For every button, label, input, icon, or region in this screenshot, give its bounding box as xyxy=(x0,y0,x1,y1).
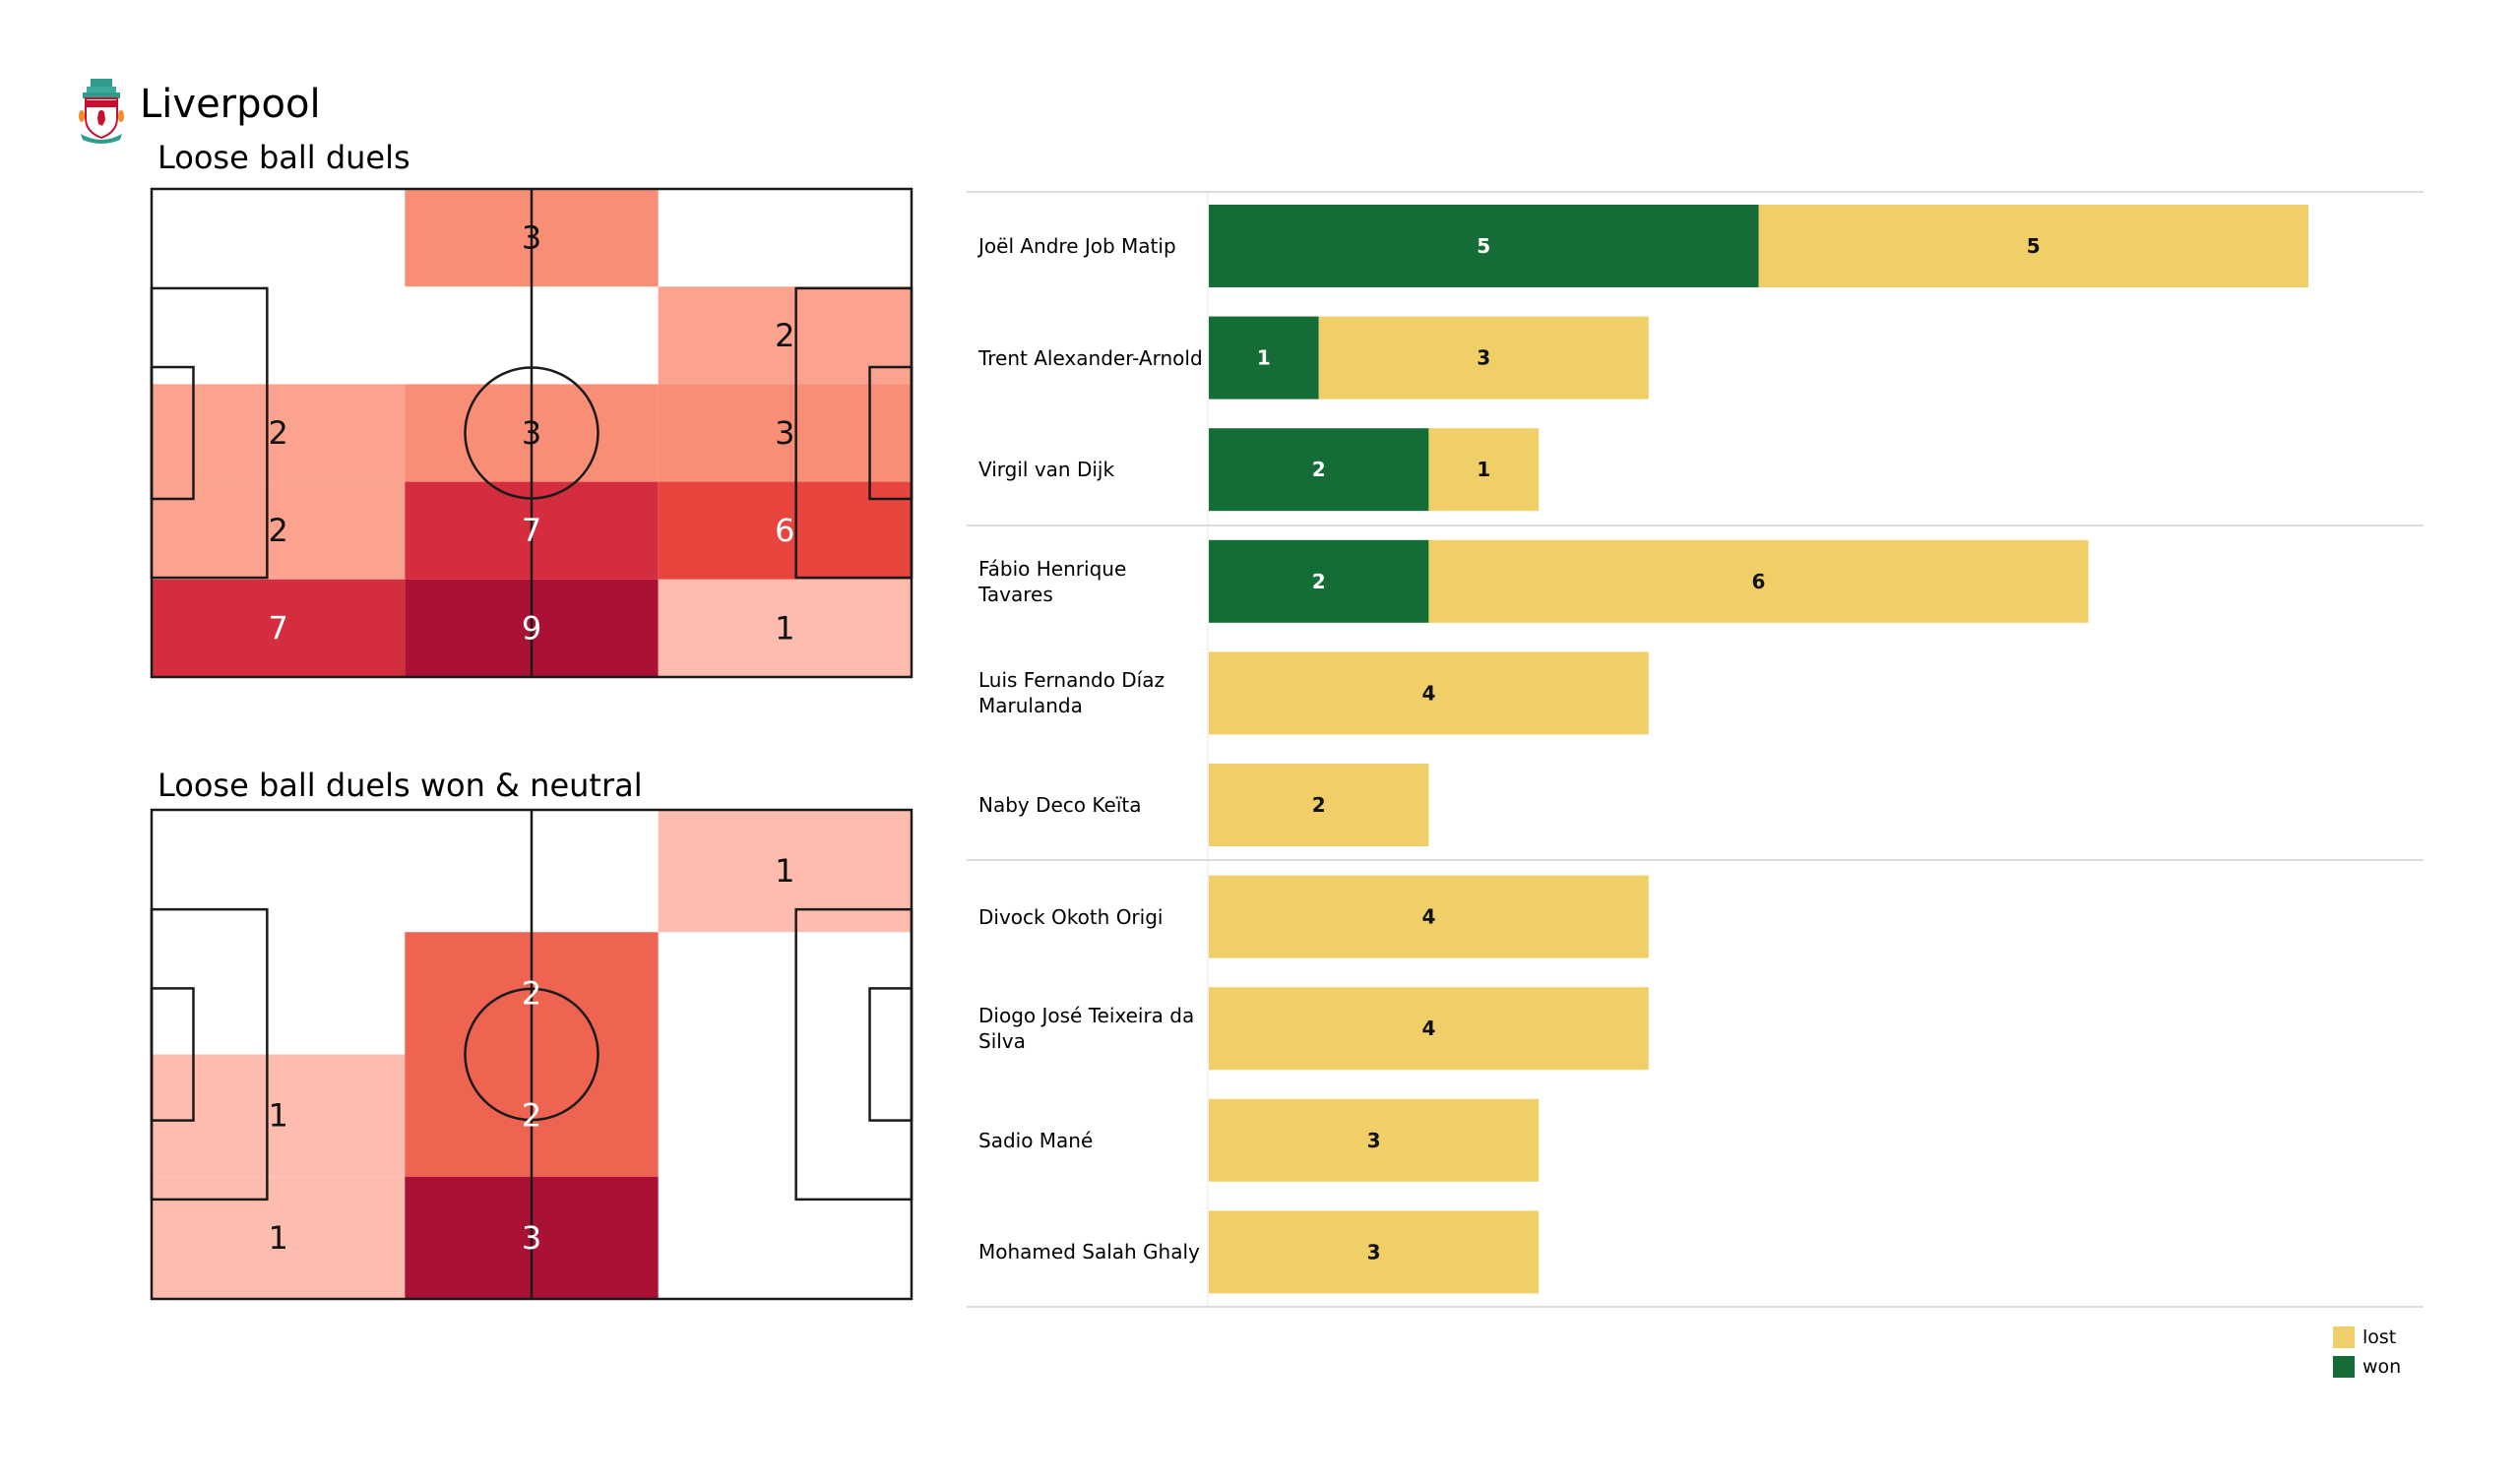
player-label: Naby Deco Keïta xyxy=(978,793,1142,817)
heatmap-value-r1-c1: 2 xyxy=(522,974,541,1012)
pitch-lines xyxy=(150,187,914,679)
heatmap-value-r2-c0: 1 xyxy=(268,1097,287,1135)
heatmap-value-r2-c0: 2 xyxy=(268,414,287,452)
bar-won xyxy=(1209,428,1429,512)
bar-lost-value: 2 xyxy=(1312,793,1326,817)
heatmap-title-loose-ball-duels: Loose ball duels xyxy=(158,139,410,176)
bar-row: 3 xyxy=(1209,1210,1540,1294)
player-label: Luis Fernando Díaz Marulanda xyxy=(978,668,1165,718)
bar-row: 3 xyxy=(1209,1098,1540,1182)
heatmap-value-r2-c2: 3 xyxy=(775,414,794,452)
heatmap-value-r0-c2: 1 xyxy=(775,852,794,890)
bar-lost-value: 3 xyxy=(1367,1240,1381,1264)
left-goal-area xyxy=(150,987,195,1122)
bar-lost xyxy=(1318,316,1649,400)
bar-lost-value: 3 xyxy=(1367,1129,1381,1152)
bar-row: 4 xyxy=(1209,987,1649,1071)
legend-swatch-won xyxy=(2333,1356,2355,1378)
player-label: Trent Alexander-Arnold xyxy=(978,345,1203,370)
team-name: Liverpool xyxy=(140,82,321,127)
legend-label-won: won xyxy=(2362,1356,2402,1378)
bar-lost xyxy=(1428,428,1540,512)
bar-won-value: 2 xyxy=(1312,570,1326,593)
left-goal-area xyxy=(150,365,195,501)
bar-lost xyxy=(1209,875,1649,958)
bar-lost xyxy=(1209,1210,1540,1294)
player-label: Diogo José Teixeira da Silva xyxy=(978,1004,1195,1054)
bar-lost xyxy=(1209,987,1649,1071)
heatmap-value-r3-c2: 6 xyxy=(775,512,794,549)
bar-row: 4 xyxy=(1209,651,1649,735)
heatmap-value-r0-c1: 3 xyxy=(522,219,541,257)
player-label: Divock Okoth Origi xyxy=(978,904,1164,929)
right-goal-area xyxy=(868,365,914,501)
bar-won xyxy=(1209,316,1319,400)
heatmap-title-won-neutral: Loose ball duels won & neutral xyxy=(158,767,643,804)
bar-lost-value: 3 xyxy=(1477,346,1490,370)
pitch-lines xyxy=(150,808,914,1301)
legend: lost won xyxy=(2333,1323,2401,1382)
heatmap-value-r4-c2: 1 xyxy=(775,609,794,647)
bar-lost-value: 1 xyxy=(1477,458,1490,481)
legend-label-lost: lost xyxy=(2362,1326,2397,1348)
bar-lost-value: 6 xyxy=(1752,570,1766,593)
bar-lost xyxy=(1209,764,1429,846)
heatmap-cell-r4-c2 xyxy=(658,579,912,677)
center-circle xyxy=(464,987,599,1122)
player-label: Fábio Henrique Tavares xyxy=(978,556,1127,606)
player-label: Sadio Mané xyxy=(978,1128,1094,1152)
bar-won-value: 1 xyxy=(1257,346,1271,370)
center-circle xyxy=(464,366,599,500)
heatmap-value-r4-c0: 7 xyxy=(268,609,287,647)
bar-won-value: 2 xyxy=(1312,458,1326,481)
heatmap-value-r3-c0: 2 xyxy=(268,512,287,549)
bar-lost-value: 4 xyxy=(1421,681,1435,705)
heatmap-cell-r0-c2 xyxy=(658,810,912,933)
heatmap-value-r2-c1: 3 xyxy=(522,414,541,452)
bar-won xyxy=(1209,205,1759,287)
player-label: Mohamed Salah Ghaly xyxy=(978,1240,1200,1264)
heatmap-value-r2-c1: 2 xyxy=(522,1097,541,1135)
bar-won xyxy=(1209,539,1429,623)
bar-lost xyxy=(1758,205,2308,287)
heatmap-cell-r4-c0 xyxy=(152,579,406,677)
heatmap-value-r1-c2: 2 xyxy=(775,317,794,354)
heatmap-value-r4-c1: 9 xyxy=(522,609,541,647)
liverpool-crest-icon xyxy=(79,79,124,144)
legend-swatch-lost xyxy=(2333,1326,2355,1348)
heatmap-value-r3-c1: 3 xyxy=(522,1219,541,1257)
bar-lost xyxy=(1209,1098,1540,1182)
player-label: Joël Andre Job Matip xyxy=(978,234,1176,258)
bar-lost-value: 4 xyxy=(1421,1017,1435,1040)
heatmap-value-r3-c1: 7 xyxy=(522,512,541,549)
heatmap-value-r3-c0: 1 xyxy=(268,1219,287,1257)
heatmap-cell-r3-c0 xyxy=(152,1176,406,1299)
player-label: Virgil van Dijk xyxy=(978,458,1115,482)
bar-lost-value: 4 xyxy=(1421,905,1435,929)
bar-row: 2 xyxy=(1209,764,1429,846)
bar-lost xyxy=(1209,651,1649,735)
bar-lost-value: 5 xyxy=(2027,234,2041,258)
legend-item-lost: lost xyxy=(2333,1323,2401,1352)
right-goal-area xyxy=(868,987,914,1122)
legend-item-won: won xyxy=(2333,1352,2401,1382)
bar-lost xyxy=(1428,539,2089,623)
bar-row: 4 xyxy=(1209,875,1649,958)
bar-won-value: 5 xyxy=(1477,234,1490,258)
